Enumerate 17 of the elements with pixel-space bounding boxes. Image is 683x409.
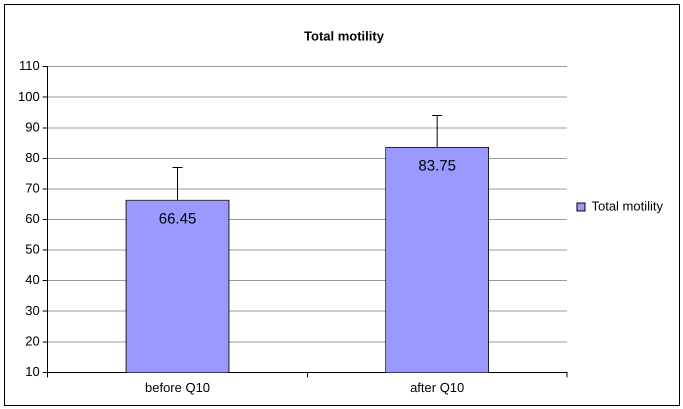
data-label: 66.45 [158,210,196,228]
x-tick-label: after Q10 [410,380,464,395]
y-tick-label: 110 [18,58,40,74]
y-tick-label: 70 [25,180,40,196]
chart-title: Total motility [304,28,385,44]
y-tick-label: 10 [25,364,40,379]
y-tick-label: 30 [25,302,40,318]
y-tick-label: 50 [25,242,40,257]
y-tick-label: 40 [25,272,40,288]
y-tick-label: 80 [25,150,40,165]
y-tick-label: 60 [25,211,40,226]
legend-label: Total motility [591,198,664,214]
y-tick-label: 20 [25,333,40,348]
data-label: 83.75 [418,158,456,175]
y-tick-label: 100 [18,88,40,104]
y-tick-label: 90 [25,119,40,134]
x-tick-label: before Q10 [144,380,210,395]
